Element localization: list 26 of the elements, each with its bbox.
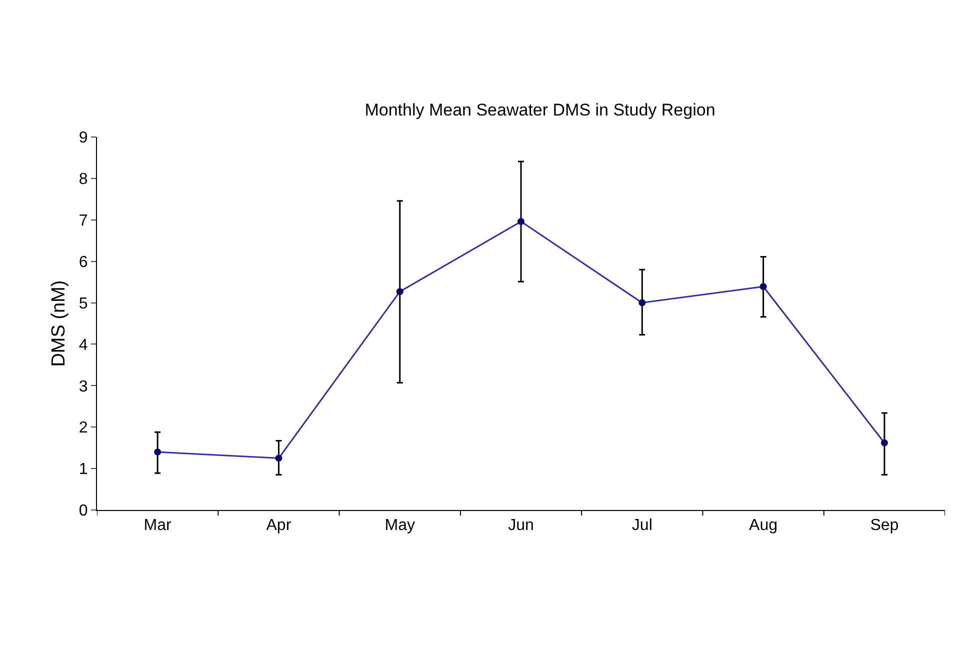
x-tick-label: Jun	[508, 517, 534, 534]
point	[638, 299, 646, 306]
x-tick-label: Sep	[870, 517, 899, 534]
x-tick-label: May	[384, 517, 415, 534]
point	[275, 454, 282, 462]
point	[154, 448, 162, 456]
y-tick-label: 7	[78, 212, 88, 230]
y-tick-label: 3	[78, 378, 88, 396]
y-tick-label: 6	[78, 254, 88, 271]
y-tick-label: 4	[78, 336, 88, 354]
x-tick-label: Jul	[632, 517, 652, 534]
x-tick-label: Apr	[266, 517, 292, 534]
y-tick-label: 8	[78, 171, 88, 188]
x-tick-label: Mar	[144, 517, 172, 534]
y-tick-label: 2	[78, 420, 88, 437]
y-tick-label: 9	[78, 130, 88, 147]
chart-title: Monthly Mean Seawater DMS in Study Region	[364, 100, 716, 120]
y-tick-label: 0	[78, 502, 88, 520]
point	[396, 288, 404, 296]
point	[518, 218, 524, 226]
y-tick-label: 1	[78, 461, 88, 478]
point	[880, 439, 888, 446]
x-tick-label: Aug	[749, 517, 778, 534]
y-axis-title: DMS (nM)	[48, 280, 70, 367]
y-tick-label: 5	[78, 295, 88, 312]
point	[760, 283, 767, 290]
